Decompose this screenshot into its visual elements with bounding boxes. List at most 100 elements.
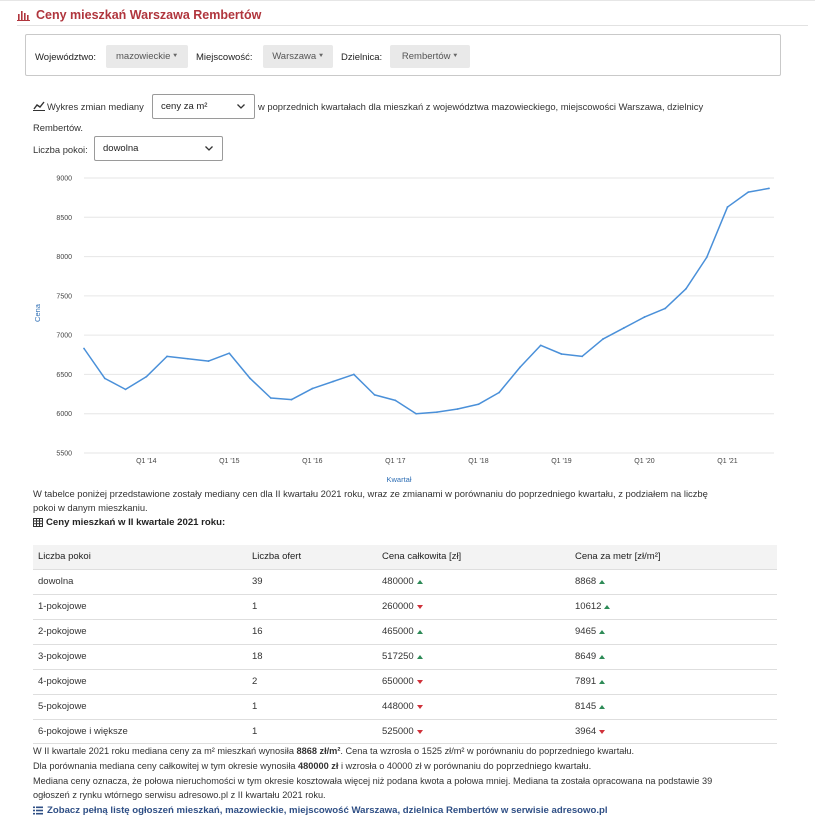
double-chevron-down-icon: ⯆ xyxy=(318,52,324,60)
table-title: Ceny mieszkań w II kwartale 2021 roku: xyxy=(33,517,225,528)
metric-select-value: ceny za m² xyxy=(161,101,208,112)
chart-data-point xyxy=(83,347,85,350)
voivodeship-dropdown[interactable]: mazowieckie ⯆ xyxy=(106,45,188,68)
district-dropdown[interactable]: Rembertów ⯆ xyxy=(390,45,470,68)
chart-y-tick-label: 5500 xyxy=(56,451,72,458)
trend-up-icon xyxy=(416,579,423,584)
chart-x-axis-label: Kwartał xyxy=(386,475,411,484)
price-per-m2-value: 8649 xyxy=(575,651,597,662)
summary-line4: ogłoszeń z rynku wtórnego serwisu adreso… xyxy=(33,790,326,801)
chart-data-point xyxy=(249,377,251,380)
row-divider xyxy=(33,619,777,620)
row-divider xyxy=(33,669,777,670)
chart-y-tick-label: 9000 xyxy=(56,176,72,183)
table-header-row xyxy=(33,545,777,569)
chart-x-ticks: Q1 '14 Q1 '15 Q1 '16 Q1 '17 Q1 '18 Q1 '19 Q1 '… xyxy=(136,458,738,465)
page-title: Ceny mieszkań Warszawa Rembertów xyxy=(17,8,261,22)
chart-data-point xyxy=(768,187,770,190)
price-per-m2-value: 7891 xyxy=(575,676,597,687)
trend-up-icon xyxy=(599,654,606,659)
summary-text: W II kwartale 2021 roku mediana ceny za … xyxy=(33,744,783,803)
chart-y-tick-label: 8000 xyxy=(56,254,72,261)
row-divider xyxy=(33,694,777,695)
city-dropdown[interactable]: Warszawa ⯆ xyxy=(263,45,333,68)
rooms-select-value: dowolna xyxy=(103,143,139,154)
row-price-per-m2: 7891 xyxy=(575,676,606,687)
chart-x-tick-label: Q1 '18 xyxy=(468,458,489,465)
total-price-value: 517250 xyxy=(382,651,414,662)
top-border xyxy=(0,0,815,1)
chart-data-point xyxy=(124,388,127,391)
bar-chart-icon xyxy=(17,10,30,21)
row-rooms: 1-pokojowe xyxy=(38,601,87,612)
row-price-per-m2: 3964 xyxy=(575,726,606,737)
city-label: Miejscowość: xyxy=(196,52,253,63)
row-offers: 1 xyxy=(252,601,258,612)
voivodeship-value: mazowieckie xyxy=(116,51,171,62)
trend-down-icon xyxy=(599,729,606,734)
row-rooms: 3-pokojowe xyxy=(38,651,87,662)
chart-data-point xyxy=(394,399,397,402)
chart-x-tick-label: Q1 '15 xyxy=(219,458,240,465)
voivodeship-label: Województwo: xyxy=(35,52,97,63)
chart-data-point xyxy=(207,360,210,362)
chevron-down-icon xyxy=(237,104,245,109)
chevron-down-icon xyxy=(205,146,213,151)
row-total-price: 480000 xyxy=(382,576,423,587)
chart-data-point xyxy=(103,377,106,380)
row-divider xyxy=(33,569,777,570)
row-price-per-m2: 8868 xyxy=(575,576,606,587)
rooms-select[interactable]: dowolna xyxy=(94,136,223,161)
chart-data-point xyxy=(622,327,625,329)
district-label: Dzielnica: xyxy=(341,52,383,63)
row-rooms: 6-pokojowe i większe xyxy=(38,726,128,737)
chart-y-tick-label: 6500 xyxy=(56,372,72,379)
chart-data-point xyxy=(747,191,750,194)
price-per-m2-value: 9465 xyxy=(575,626,597,637)
chart-data-point xyxy=(581,355,584,358)
trend-up-icon xyxy=(416,629,423,634)
header-offers: Liczba ofert xyxy=(252,551,302,562)
rooms-label: Liczba pokoi: xyxy=(33,144,88,155)
table-icon xyxy=(33,518,43,527)
row-total-price: 517250 xyxy=(382,651,423,662)
chart-data-point xyxy=(435,411,438,414)
chart-y-tick-label: 8500 xyxy=(56,215,72,222)
line-chart-icon xyxy=(33,101,45,111)
total-price-value: 260000 xyxy=(382,601,414,612)
list-icon xyxy=(33,806,43,815)
chart-data-point xyxy=(415,412,418,415)
row-offers: 18 xyxy=(252,651,263,662)
chart-x-tick-label: Q1 '20 xyxy=(634,458,655,465)
summary-line2: Dla porównania mediana ceny całkowitej w… xyxy=(33,760,592,771)
row-rooms: 2-pokojowe xyxy=(38,626,87,637)
chart-y-tick-label: 7000 xyxy=(56,333,72,340)
chart-x-tick-label: Q1 '16 xyxy=(302,458,323,465)
row-total-price: 465000 xyxy=(382,626,423,637)
row-rooms: dowolna xyxy=(38,576,74,587)
header-rooms: Liczba pokoi xyxy=(38,551,91,562)
chart-series-line xyxy=(83,187,770,415)
double-chevron-down-icon: ⯆ xyxy=(172,52,178,60)
metric-select[interactable]: ceny za m² xyxy=(152,94,255,119)
row-rooms: 5-pokojowe xyxy=(38,701,87,712)
summary-line3: Mediana ceny oznacza, że połowa nierucho… xyxy=(33,775,713,786)
total-price-value: 448000 xyxy=(382,701,414,712)
row-offers: 16 xyxy=(252,626,263,637)
table-intro-line1: W tabelce poniżej przedstawione zostały … xyxy=(33,488,708,499)
chart-data-point xyxy=(477,403,480,406)
offers-list-link[interactable]: Zobacz pełną listę ogłoszeń mieszkań, ma… xyxy=(33,805,608,816)
chart-description-prefix: Wykres zmian mediany xyxy=(47,101,144,112)
row-total-price: 448000 xyxy=(382,701,423,712)
offers-list-link-text[interactable]: Zobacz pełną listę ogłoszeń mieszkań, ma… xyxy=(47,805,608,816)
chart-data-point xyxy=(456,408,459,410)
chart-data-point xyxy=(166,355,168,358)
trend-down-icon xyxy=(416,704,423,709)
row-offers: 2 xyxy=(252,676,258,687)
row-offers: 1 xyxy=(252,701,258,712)
price-per-m2-value: 8868 xyxy=(575,576,597,587)
trend-up-icon xyxy=(599,679,606,684)
chart-gridlines xyxy=(84,177,774,454)
trend-down-icon xyxy=(416,729,423,734)
chart-data-point xyxy=(726,206,729,208)
